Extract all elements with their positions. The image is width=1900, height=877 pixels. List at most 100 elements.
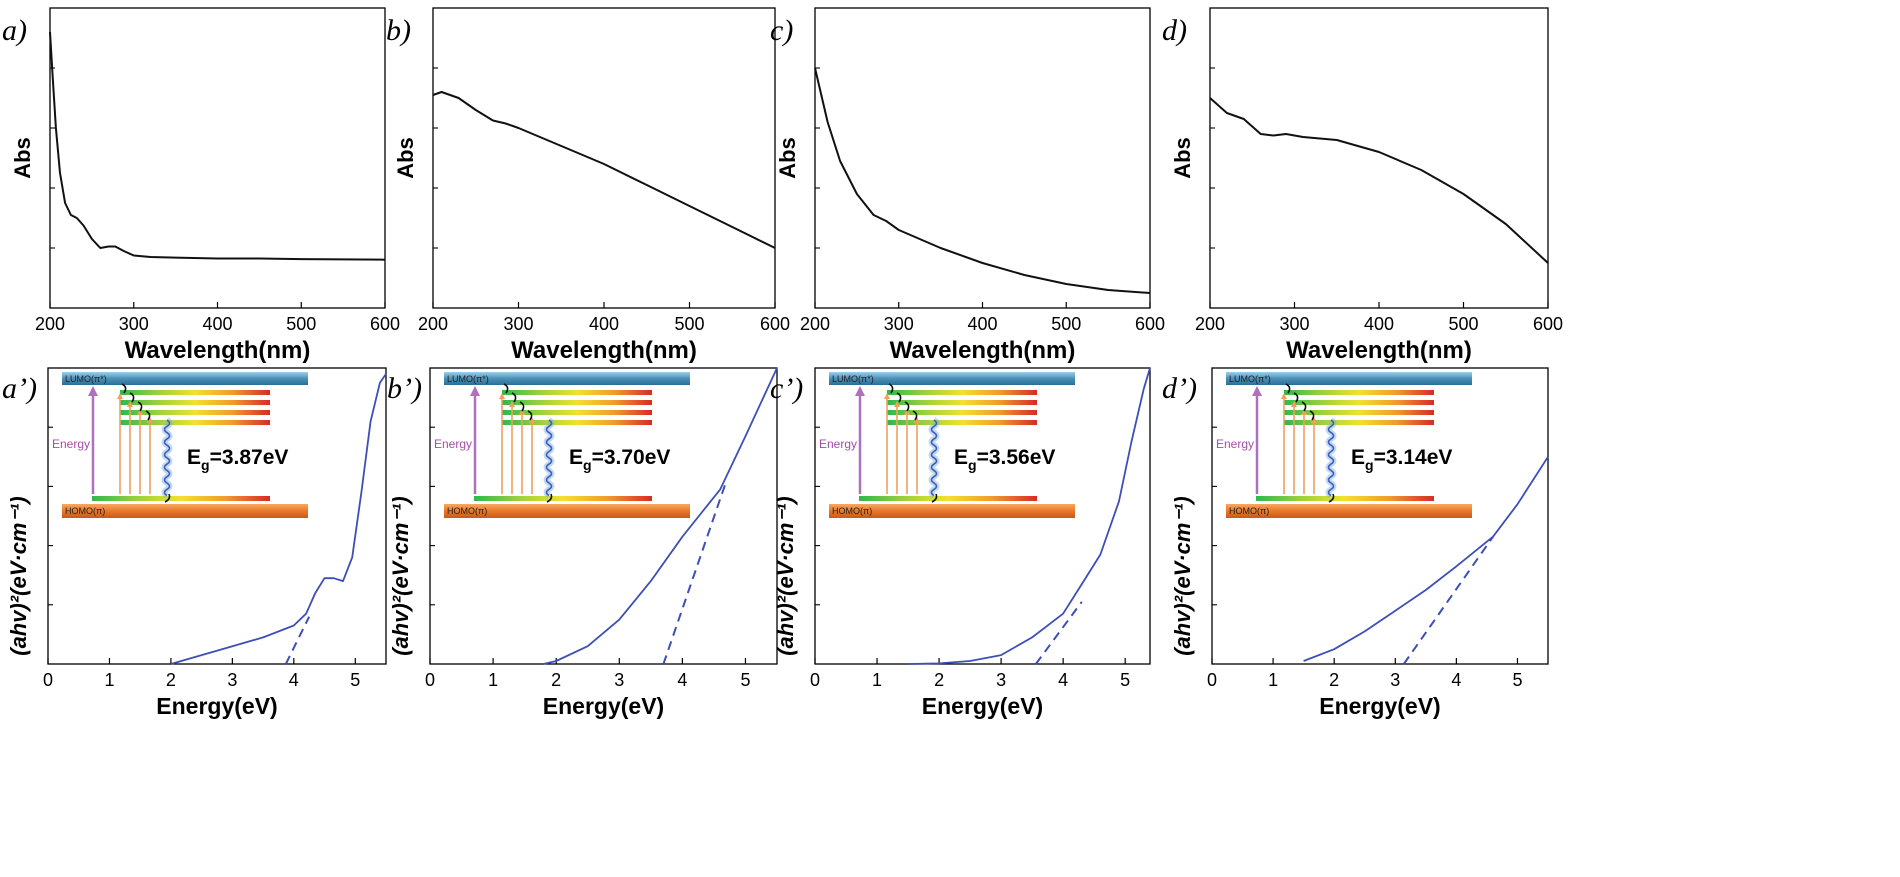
panel-label: c’) bbox=[770, 372, 803, 405]
emission-wave bbox=[1327, 419, 1335, 497]
excitation-arrow-head bbox=[1311, 417, 1317, 423]
panel-label: d) bbox=[1162, 14, 1187, 47]
x-tick-label: 300 bbox=[1279, 314, 1309, 334]
chart-b: 200 300 400 500 600 b) Wavelength(nm) Abs bbox=[386, 7, 790, 364]
x-tick-label: 200 bbox=[1195, 314, 1225, 334]
emission-hook bbox=[164, 493, 171, 503]
excitation-arrow-head bbox=[1301, 409, 1307, 415]
y-axis-title: (ahv)²(eV·cm⁻¹) bbox=[1170, 496, 1195, 656]
x-tick-label: 400 bbox=[589, 314, 619, 334]
plot-frame bbox=[432, 7, 776, 309]
excited-level bbox=[502, 420, 652, 425]
excited-level bbox=[120, 400, 270, 405]
x-tick-label: 2 bbox=[551, 670, 561, 690]
excited-level bbox=[1284, 390, 1434, 395]
excited-level bbox=[120, 410, 270, 415]
emission-hook bbox=[931, 493, 938, 503]
x-tick-label: 400 bbox=[967, 314, 997, 334]
plot-frame bbox=[1211, 367, 1549, 665]
homo-bar bbox=[829, 504, 1075, 518]
relaxation-arrow bbox=[511, 392, 517, 403]
relaxation-arrow bbox=[896, 392, 902, 403]
homo-label: HOMO(π) bbox=[447, 506, 487, 516]
x-tick-label: 2 bbox=[166, 670, 176, 690]
relaxation-arrow bbox=[904, 401, 910, 412]
fit-line-a2 bbox=[284, 616, 311, 665]
x-tick-label: 200 bbox=[418, 314, 448, 334]
ground-level bbox=[859, 496, 1037, 501]
x-tick-label: 500 bbox=[674, 314, 704, 334]
chart-d: 200 300 400 500 600 d) Wavelength(nm) Abs bbox=[1162, 7, 1563, 364]
x-tick-label: 600 bbox=[1533, 314, 1563, 334]
panel-label: a) bbox=[2, 14, 27, 47]
homo-label: HOMO(π) bbox=[1229, 506, 1269, 516]
energy-arrow-head bbox=[1252, 386, 1262, 396]
series-line-d bbox=[1209, 97, 1549, 264]
x-tick-label: 4 bbox=[1058, 670, 1068, 690]
emission-hook bbox=[546, 493, 553, 503]
excitation-arrow-head bbox=[117, 393, 123, 399]
x-tick-label: 0 bbox=[810, 670, 820, 690]
x-tick-label: 0 bbox=[425, 670, 435, 690]
relaxation-arrow bbox=[1309, 410, 1315, 421]
x-axis-title: Wavelength(nm) bbox=[1286, 337, 1472, 364]
x-tick-label: 600 bbox=[1135, 314, 1165, 334]
x-tick-label: 1 bbox=[1268, 670, 1278, 690]
plot-frame bbox=[49, 7, 386, 309]
x-axis-title: Wavelength(nm) bbox=[890, 337, 1076, 364]
chart-d2: 0 1 2 3 4 5 d’) Energy(eV) (ahv)²(eV·cm⁻¹) LUMO(π… bbox=[1162, 367, 1549, 719]
energy-label: Energy bbox=[819, 437, 857, 451]
y-axis-title: Abs bbox=[10, 137, 35, 179]
relaxation-arrow bbox=[1285, 383, 1291, 394]
y-axis-title: Abs bbox=[393, 137, 418, 179]
y-axis-title: (ahv)²(eV·cm⁻¹) bbox=[6, 496, 31, 656]
emission-hook bbox=[1328, 493, 1335, 503]
band-diagram-inset: LUMO(π*) HOMO(π) Energy Eg=3.87eV bbox=[52, 372, 308, 518]
x-tick-label: 600 bbox=[370, 314, 400, 334]
x-tick-label: 300 bbox=[884, 314, 914, 334]
x-tick-label: 3 bbox=[996, 670, 1006, 690]
series-line-a bbox=[49, 31, 386, 261]
energy-label: Energy bbox=[1216, 437, 1254, 451]
lumo-label: LUMO(π*) bbox=[1229, 374, 1271, 384]
band-gap-label: Eg=3.14eV bbox=[1351, 446, 1452, 473]
series-line-c bbox=[814, 67, 1151, 294]
excitation-arrow-head bbox=[904, 409, 910, 415]
excitation-arrow-head bbox=[529, 417, 535, 423]
excited-level bbox=[887, 420, 1037, 425]
homo-bar bbox=[444, 504, 690, 518]
excited-level bbox=[887, 410, 1037, 415]
homo-label: HOMO(π) bbox=[832, 506, 872, 516]
relaxation-arrow bbox=[145, 410, 151, 421]
lumo-label: LUMO(π*) bbox=[65, 374, 107, 384]
x-tick-label: 5 bbox=[740, 670, 750, 690]
series-line-b bbox=[432, 91, 776, 249]
x-tick-label: 2 bbox=[934, 670, 944, 690]
excitation-arrow-head bbox=[884, 393, 890, 399]
relaxation-arrow bbox=[137, 401, 143, 412]
relaxation-arrow bbox=[519, 401, 525, 412]
band-diagram-inset: LUMO(π*) HOMO(π) Energy Eg=3.70eV bbox=[434, 372, 690, 518]
band-gap-label: Eg=3.70eV bbox=[569, 446, 670, 473]
x-tick-label: 2 bbox=[1329, 670, 1339, 690]
emission-wave bbox=[545, 419, 553, 497]
excited-level bbox=[120, 390, 270, 395]
x-tick-label: 5 bbox=[350, 670, 360, 690]
fit-line-b2 bbox=[662, 480, 728, 665]
x-tick-label: 300 bbox=[119, 314, 149, 334]
panel-label: b’) bbox=[387, 372, 422, 405]
excitation-arrow-head bbox=[914, 417, 920, 423]
homo-label: HOMO(π) bbox=[65, 506, 105, 516]
x-tick-label: 500 bbox=[1051, 314, 1081, 334]
x-tick-label: 400 bbox=[202, 314, 232, 334]
band-diagram-inset: LUMO(π*) HOMO(π) Energy Eg=3.56eV bbox=[819, 372, 1075, 518]
x-tick-label: 1 bbox=[872, 670, 882, 690]
excitation-arrow-head bbox=[519, 409, 525, 415]
lumo-bar bbox=[444, 372, 690, 385]
panel-label: d’) bbox=[1162, 372, 1197, 405]
chart-c: 200 300 400 500 600 c) Wavelength(nm) Abs bbox=[770, 7, 1165, 364]
x-axis-title: Wavelength(nm) bbox=[511, 337, 697, 364]
excited-level bbox=[1284, 420, 1434, 425]
plot-frame bbox=[47, 367, 387, 665]
